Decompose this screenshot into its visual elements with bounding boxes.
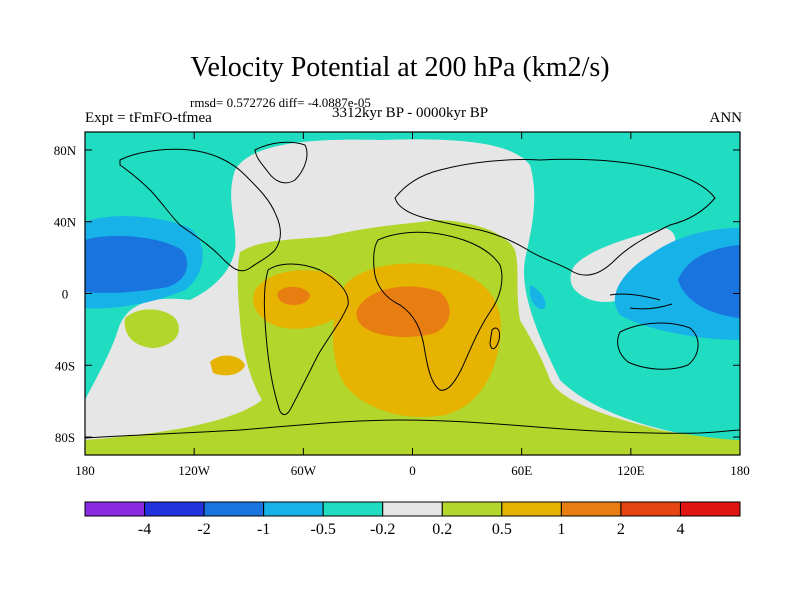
coastline-antarctica [85,419,740,439]
contour-field [85,132,740,455]
strong-positive-africa [356,286,450,338]
coastline-australia [617,322,699,370]
colorbar-label: 0.2 [432,521,452,538]
colorbar-swatch [382,501,443,517]
colorbar-swatch [322,501,384,517]
experiment-label: Expt = tFmFO-tfmea [85,110,212,126]
colorbar-label: -4 [138,521,151,538]
moderate-positive-southpacific [210,355,245,376]
colorbar-label: 1 [557,521,565,538]
coastline-indonesia [609,293,673,310]
x-tick-label: 60E [511,463,532,478]
coastline-greenland [254,141,308,184]
period-label: 3312kyr BP - 0000kyr BP [331,105,489,121]
coastlines [85,141,740,439]
colorbar-label: 4 [676,521,684,538]
colorbar-swatch [441,501,503,517]
colorbar-label: -0.5 [311,521,336,538]
colorbar-swatch [560,501,622,517]
coastline-south-america [263,263,349,416]
negative-region-indian [530,285,546,310]
y-tick-label: 0 [62,287,69,302]
stats-label: rmsd= 0.572726 diff= -4.0887e-05 [190,95,371,110]
x-tick-label: 180 [75,463,95,478]
coastline-eurasia [394,158,716,276]
colorbar-swatch [203,501,265,517]
positive-region-southpacific [124,309,179,348]
coastline-madagascar [489,327,500,350]
moderate-positive-africa [332,263,501,417]
colorbar-label: 0.5 [492,521,512,538]
neutral-region-indopacific [570,228,676,302]
colorbar-label: -0.2 [370,521,395,538]
colorbar-swatch [679,501,741,517]
colorbar: -4 -2 -1 -0.5 -0.2 0.2 0.5 1 2 4 [84,501,741,538]
page-title: Velocity Potential at 200 hPa (km2/s) [190,52,610,83]
y-tick-label: 40S [55,358,75,373]
x-tick-label: 120E [617,463,645,478]
colorbar-swatch [501,501,562,517]
map-axes: 180 120W 60W 0 60E 120E 180 80N 40N 0 40S 80S [54,132,750,478]
colorbar-swatch [263,501,324,517]
coastline-africa [373,231,503,391]
season-label: ANN [709,110,743,126]
y-tick-label: 80S [55,430,75,445]
colorbar-swatch [144,501,205,517]
colorbar-label: -2 [197,521,210,538]
strong-negative-pacific [85,235,188,293]
colorbar-label: -1 [257,521,270,538]
x-tick-label: 60W [291,463,317,478]
colorbar-label: 2 [617,521,625,538]
coastline-north-america [119,148,281,272]
colorbar-swatch [620,501,681,517]
strong-negative-westpacific [678,245,740,318]
y-tick-label: 40N [54,215,77,230]
x-tick-label: 0 [409,463,416,478]
colorbar-swatch [84,501,146,517]
y-tick-label: 80N [54,143,77,158]
x-tick-label: 180 [730,463,750,478]
strong-positive-samerica [277,286,310,305]
x-tick-label: 120W [178,463,211,478]
